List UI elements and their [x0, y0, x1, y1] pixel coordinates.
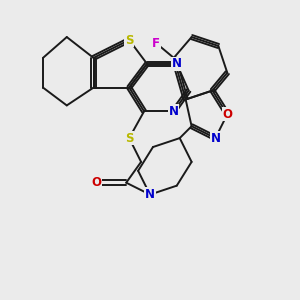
Text: N: N	[169, 105, 179, 118]
Text: N: N	[145, 188, 155, 201]
Text: S: S	[125, 132, 134, 145]
Text: O: O	[92, 176, 101, 189]
Text: F: F	[152, 37, 160, 50]
Text: S: S	[125, 34, 134, 46]
Text: N: N	[172, 57, 182, 70]
Text: N: N	[210, 132, 220, 145]
Text: O: O	[222, 108, 232, 121]
